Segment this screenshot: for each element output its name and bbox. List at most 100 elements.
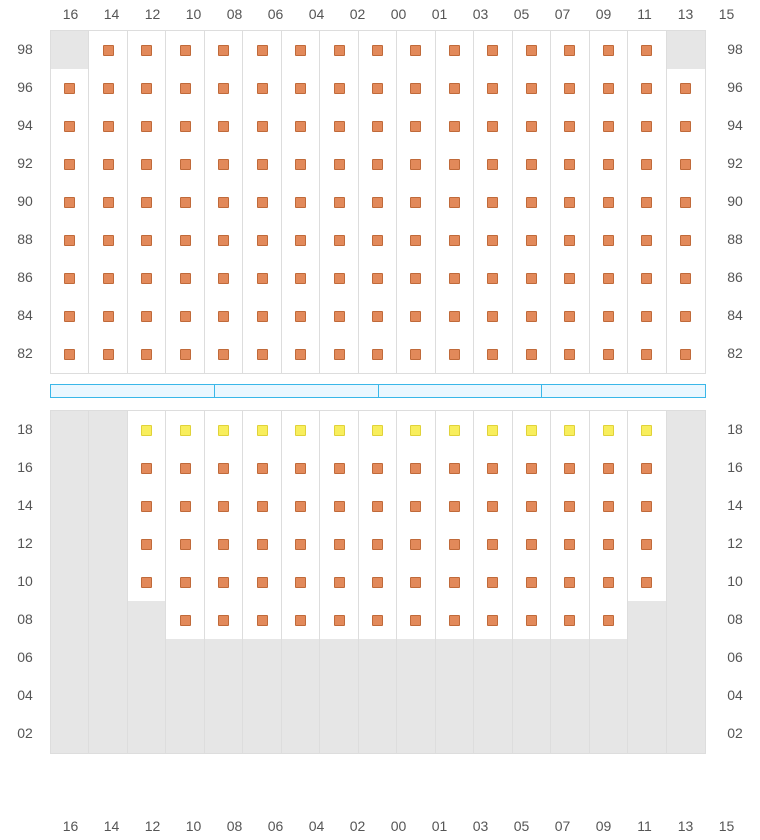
cell-seat[interactable] [282, 297, 320, 335]
cell-seat[interactable] [243, 487, 281, 525]
cell-seat[interactable] [436, 183, 474, 221]
cell-seat[interactable] [89, 297, 127, 335]
cell-seat[interactable] [474, 335, 512, 373]
cell-seat[interactable] [436, 449, 474, 487]
cell-seat[interactable] [667, 69, 705, 107]
cell-seat[interactable] [474, 259, 512, 297]
cell-seat[interactable] [436, 259, 474, 297]
cell-seat[interactable] [89, 31, 127, 69]
cell-seat[interactable] [205, 601, 243, 639]
cell-seat[interactable] [320, 31, 358, 69]
cell-seat[interactable] [359, 335, 397, 373]
cell-seat[interactable] [243, 221, 281, 259]
cell-seat[interactable] [166, 335, 204, 373]
cell-seat[interactable] [166, 449, 204, 487]
cell-seat[interactable] [320, 183, 358, 221]
cell-seat[interactable] [397, 563, 435, 601]
cell-seat[interactable] [551, 259, 589, 297]
cell-seat[interactable] [205, 259, 243, 297]
cell-seat[interactable] [667, 221, 705, 259]
cell-seat[interactable] [436, 563, 474, 601]
cell-seat[interactable] [436, 107, 474, 145]
cell-seat[interactable] [89, 259, 127, 297]
cell-seat[interactable] [282, 563, 320, 601]
cell-seat[interactable] [436, 411, 474, 449]
cell-seat[interactable] [513, 221, 551, 259]
cell-seat[interactable] [320, 601, 358, 639]
cell-seat[interactable] [397, 297, 435, 335]
cell-seat[interactable] [628, 487, 666, 525]
cell-seat[interactable] [243, 525, 281, 563]
cell-seat[interactable] [243, 183, 281, 221]
cell-seat[interactable] [436, 69, 474, 107]
cell-seat[interactable] [590, 601, 628, 639]
cell-seat[interactable] [397, 259, 435, 297]
cell-seat[interactable] [282, 449, 320, 487]
cell-seat[interactable] [474, 601, 512, 639]
cell-seat[interactable] [551, 487, 589, 525]
cell-seat[interactable] [51, 335, 89, 373]
cell-seat[interactable] [359, 449, 397, 487]
cell-seat[interactable] [628, 31, 666, 69]
cell-seat[interactable] [513, 563, 551, 601]
cell-seat[interactable] [243, 107, 281, 145]
cell-seat[interactable] [474, 563, 512, 601]
cell-seat[interactable] [128, 259, 166, 297]
cell-seat[interactable] [320, 259, 358, 297]
cell-seat[interactable] [166, 259, 204, 297]
cell-seat[interactable] [282, 145, 320, 183]
cell-seat[interactable] [628, 145, 666, 183]
cell-seat[interactable] [89, 183, 127, 221]
cell-seat[interactable] [128, 221, 166, 259]
cell-seat[interactable] [282, 183, 320, 221]
cell-seat[interactable] [89, 69, 127, 107]
cell-seat[interactable] [359, 601, 397, 639]
cell-seat[interactable] [474, 411, 512, 449]
cell-seat[interactable] [397, 335, 435, 373]
cell-seat[interactable] [628, 183, 666, 221]
cell-seat[interactable] [128, 563, 166, 601]
cell-seat[interactable] [359, 145, 397, 183]
cell-seat[interactable] [243, 145, 281, 183]
cell-seat[interactable] [436, 31, 474, 69]
cell-seat[interactable] [474, 297, 512, 335]
cell-seat[interactable] [359, 563, 397, 601]
cell-seat[interactable] [590, 221, 628, 259]
cell-seat[interactable] [474, 525, 512, 563]
cell-seat[interactable] [89, 107, 127, 145]
cell-seat[interactable] [51, 107, 89, 145]
cell-seat[interactable] [320, 221, 358, 259]
cell-seat[interactable] [166, 107, 204, 145]
cell-seat[interactable] [397, 107, 435, 145]
cell-seat[interactable] [590, 31, 628, 69]
cell-seat[interactable] [513, 69, 551, 107]
cell-seat[interactable] [397, 449, 435, 487]
cell-seat[interactable] [474, 487, 512, 525]
cell-seat[interactable] [128, 487, 166, 525]
cell-seat[interactable] [436, 145, 474, 183]
cell-seat[interactable] [590, 259, 628, 297]
cell-seat[interactable] [166, 411, 204, 449]
cell-seat[interactable] [320, 335, 358, 373]
cell-seat[interactable] [320, 69, 358, 107]
cell-seat[interactable] [628, 449, 666, 487]
cell-seat[interactable] [513, 449, 551, 487]
cell-seat[interactable] [513, 297, 551, 335]
cell-seat[interactable] [320, 449, 358, 487]
cell-seat[interactable] [436, 335, 474, 373]
cell-seat[interactable] [359, 31, 397, 69]
cell-seat[interactable] [166, 487, 204, 525]
cell-seat[interactable] [667, 259, 705, 297]
cell-seat[interactable] [513, 107, 551, 145]
cell-seat[interactable] [551, 335, 589, 373]
cell-seat[interactable] [128, 69, 166, 107]
cell-seat[interactable] [551, 449, 589, 487]
cell-seat[interactable] [243, 69, 281, 107]
cell-seat[interactable] [359, 487, 397, 525]
cell-seat[interactable] [551, 31, 589, 69]
cell-seat[interactable] [205, 107, 243, 145]
cell-seat[interactable] [320, 563, 358, 601]
cell-seat[interactable] [474, 221, 512, 259]
cell-seat[interactable] [166, 601, 204, 639]
cell-seat[interactable] [590, 525, 628, 563]
